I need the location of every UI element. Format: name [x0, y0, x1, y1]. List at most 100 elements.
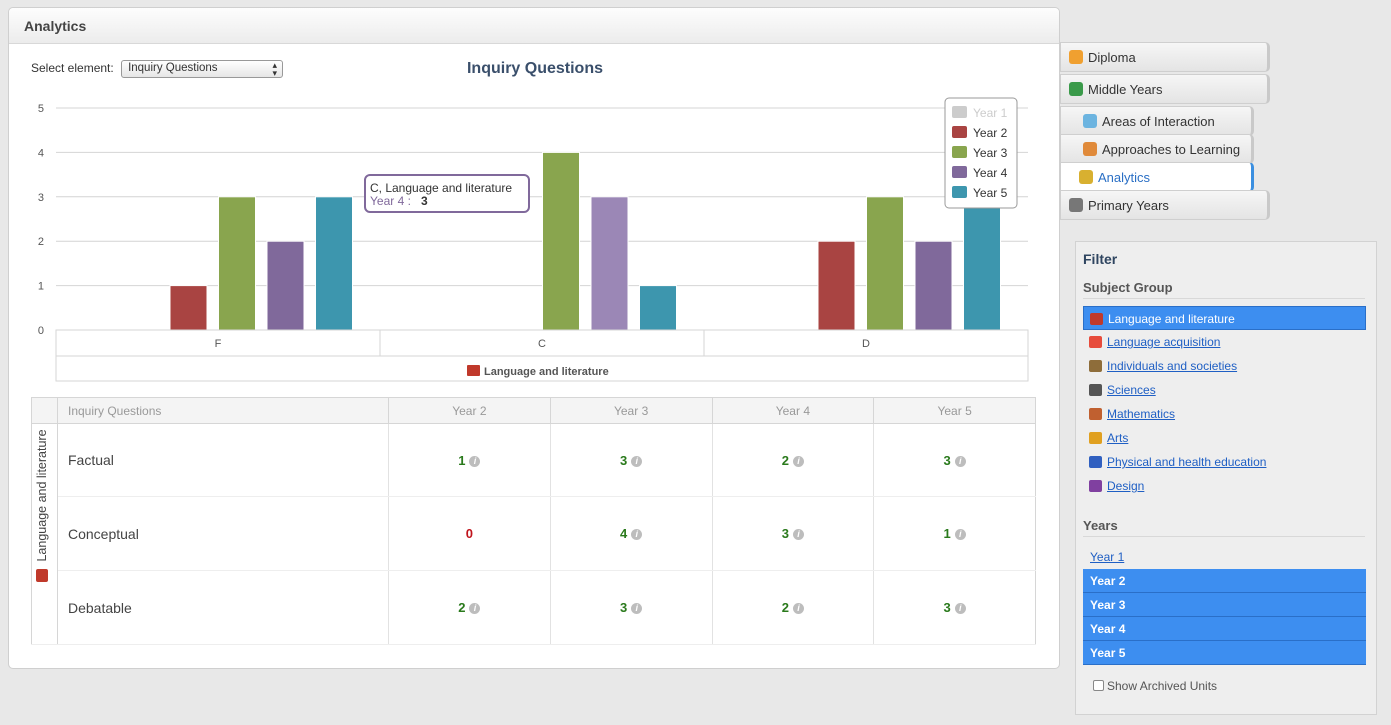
subject-group-link[interactable]: Physical and health education [1107, 455, 1267, 469]
subject-group-item[interactable]: Design [1083, 474, 1366, 498]
filter-title: Filter [1083, 251, 1118, 267]
select-element-row: Select element: Inquiry Questions ▴ ▾ [31, 60, 284, 78]
years-title: Years [1083, 518, 1365, 537]
info-icon[interactable]: i [792, 455, 804, 467]
year-item[interactable]: Year 2 [1083, 569, 1366, 593]
legend-swatch [952, 186, 967, 198]
person-icon [1069, 198, 1083, 212]
diploma-icon [1069, 50, 1083, 64]
subject-group-link[interactable]: Language acquisition [1107, 335, 1221, 349]
select-element-dropdown[interactable]: Inquiry Questions ▴ ▾ [121, 60, 284, 78]
protractor-icon [1089, 408, 1102, 420]
subject-group-item[interactable]: Language and literature [1083, 306, 1366, 330]
cell-value: 3 [620, 452, 628, 468]
year-item[interactable]: Year 1 [1083, 545, 1366, 569]
info-icon[interactable]: i [469, 455, 481, 467]
tab-areas-of-interaction[interactable]: Areas of Interaction [1060, 106, 1254, 136]
subject-group-link[interactable]: Mathematics [1107, 407, 1176, 421]
row-label: Factual [57, 423, 389, 497]
bar-C-year-3 [542, 151, 580, 331]
subject-group-title: Subject Group [1083, 280, 1365, 299]
tab-approaches-to-learning[interactable]: Approaches to Learning [1060, 134, 1254, 164]
info-icon[interactable]: i [631, 529, 643, 541]
bar-F-year-5 [315, 196, 353, 331]
select-arrows-icon: ▴ ▾ [272, 60, 278, 78]
palette-icon [1089, 432, 1102, 444]
subject-group-item[interactable]: Arts [1083, 426, 1366, 450]
year-item[interactable]: Year 5 [1083, 641, 1366, 665]
y-tick-label: 3 [38, 192, 44, 204]
legend-swatch [952, 106, 967, 118]
y-tick-label: 5 [38, 103, 44, 115]
legend-item: Year 5 [973, 186, 1008, 200]
tab-label: Approaches to Learning [1102, 142, 1241, 157]
checkbox-icon[interactable] [1093, 680, 1104, 691]
info-icon[interactable]: i [631, 603, 643, 615]
subject-group-link[interactable]: Design [1107, 479, 1145, 493]
select-element-label: Select element: [31, 61, 114, 76]
bar-F-year-2 [169, 285, 208, 331]
book-icon [36, 569, 48, 582]
info-icon[interactable]: i [792, 603, 804, 615]
tooltip-box [364, 174, 530, 213]
header-year-5: Year 5 [873, 397, 1036, 424]
info-icon[interactable]: i [954, 603, 966, 615]
filter-panel: Filter Subject Group Language and litera… [1075, 241, 1377, 715]
x-tick-label: D [862, 338, 870, 350]
tab-analytics[interactable]: Analytics [1060, 162, 1254, 192]
tab-label: Diploma [1088, 50, 1136, 65]
years-list: Year 1 Year 2 Year 3 Year 4 Year 5 [1083, 545, 1366, 665]
tooltip-series: Year 4 : [370, 194, 411, 208]
year-link[interactable]: Year 1 [1090, 550, 1125, 564]
info-icon[interactable]: i [954, 455, 966, 467]
year-item[interactable]: Year 3 [1083, 593, 1366, 617]
globe-icon [1069, 82, 1083, 96]
legend-swatch [952, 146, 967, 158]
select-element-value: Inquiry Questions [128, 62, 218, 74]
info-icon[interactable]: i [792, 529, 804, 541]
table-cell: 0 [388, 496, 551, 571]
info-icon[interactable]: i [631, 455, 643, 467]
bar-chart: 0 1 2 3 4 5 F C D Language and literature Year 1 Ye… [38, 97, 1029, 382]
subject-group-link[interactable]: Language and literature [1108, 312, 1235, 326]
subject-group-item[interactable]: Language acquisition [1083, 330, 1366, 354]
cell-value: 1 [458, 452, 466, 468]
info-icon[interactable]: i [954, 529, 966, 541]
cell-value: 3 [620, 600, 628, 615]
subject-group-item[interactable]: Mathematics [1083, 402, 1366, 426]
cell-value: 2 [781, 452, 789, 468]
table-header-row: Inquiry Questions Year 2 Year 3 Year 4 Y… [31, 397, 1036, 424]
tab-primary-years[interactable]: Primary Years [1060, 190, 1270, 220]
group-vertical-text: Language and literature [35, 429, 49, 562]
tab-middle-years[interactable]: Middle Years [1060, 74, 1270, 104]
bar-C-year-5 [639, 285, 677, 331]
y-tick-label: 1 [38, 281, 44, 293]
subject-group-item[interactable]: Sciences [1083, 378, 1366, 402]
data-table: Inquiry Questions Year 2 Year 3 Year 4 Y… [31, 397, 1036, 645]
show-archived-checkbox[interactable]: Show Archived Units [1093, 679, 1217, 693]
legend-item: Year 1 [973, 106, 1008, 120]
subject-group-link[interactable]: Arts [1107, 431, 1129, 445]
header-inquiry-questions: Inquiry Questions [57, 397, 389, 424]
cell-value: 1 [943, 526, 951, 541]
subject-group-link[interactable]: Individuals and societies [1107, 359, 1238, 373]
tab-diploma[interactable]: Diploma [1060, 42, 1270, 72]
group-vertical-label: Language and literature [35, 429, 49, 582]
tooltip-title: C, Language and literature [370, 181, 512, 195]
subject-group-item[interactable]: Individuals and societies [1083, 354, 1366, 378]
tab-label: Middle Years [1088, 82, 1163, 97]
subject-group-item[interactable]: Physical and health education [1083, 450, 1366, 474]
year-item[interactable]: Year 4 [1083, 617, 1366, 641]
subject-group-link[interactable]: Sciences [1107, 383, 1156, 397]
bar-C-year-4 [590, 196, 629, 331]
cell-value: 4 [620, 526, 628, 541]
blocks-icon [1083, 142, 1097, 156]
legend-item: Year 3 [973, 146, 1008, 160]
info-icon[interactable]: i [469, 603, 481, 615]
group-vertical-cell: Language and literature [31, 423, 58, 645]
